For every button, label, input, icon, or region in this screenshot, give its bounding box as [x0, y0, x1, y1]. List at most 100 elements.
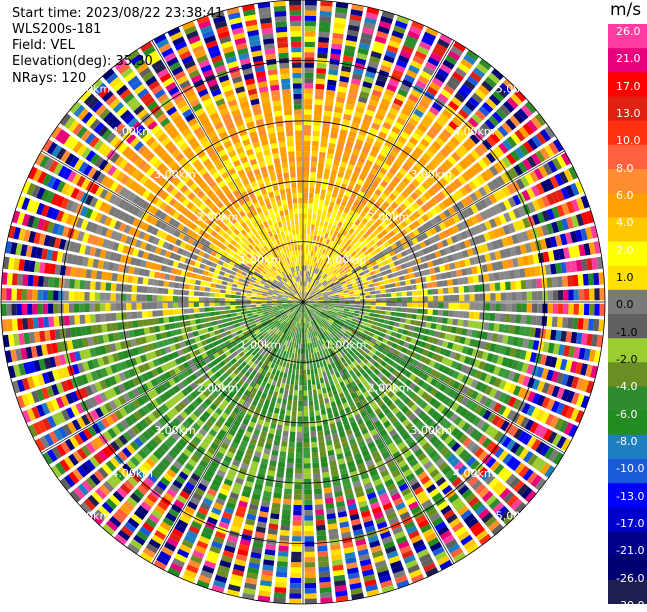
range-gate [451, 327, 457, 334]
range-gate [311, 167, 317, 173]
range-gate [394, 322, 400, 327]
range-gate [376, 294, 382, 297]
range-gate [334, 306, 339, 308]
range-gate [316, 183, 321, 189]
range-gate [291, 547, 301, 552]
range-gate [404, 274, 410, 279]
range-gate [303, 245, 305, 250]
range-gate [288, 395, 293, 401]
range-gate [483, 322, 489, 330]
range-gate [384, 280, 390, 285]
range-gate [304, 505, 312, 510]
range-gate [437, 317, 443, 323]
range-gate [371, 302, 376, 305]
range-gate [402, 297, 407, 301]
range-gate [406, 314, 412, 319]
range-gate [274, 440, 281, 446]
range-gate [232, 317, 238, 321]
range-gate [396, 287, 402, 292]
range-gate [324, 299, 329, 300]
range-gate [304, 474, 311, 479]
range-gate [552, 277, 558, 288]
range-gate [509, 270, 515, 279]
range-gate [381, 294, 387, 298]
range-gate [328, 148, 335, 154]
range-gate [354, 290, 360, 293]
range-gate [304, 130, 311, 135]
range-gate [410, 320, 416, 325]
range-gate [501, 303, 506, 311]
range-gate [271, 508, 280, 514]
range-gate [320, 11, 332, 17]
range-gate [295, 380, 299, 386]
range-gate [308, 390, 312, 396]
range-gate [431, 323, 437, 329]
range-gate [339, 300, 344, 302]
range-gate [328, 375, 333, 381]
range-gate [304, 89, 313, 94]
range-gate [283, 499, 291, 505]
range-gate [443, 288, 449, 294]
range-gate [319, 226, 323, 232]
range-gate [290, 426, 296, 432]
range-gate [304, 468, 311, 473]
range-gate [298, 406, 303, 411]
range-gate [303, 370, 306, 375]
range-gate [312, 457, 319, 463]
range-gate [325, 217, 330, 223]
range-gate [317, 63, 327, 69]
range-gate [568, 304, 574, 315]
range-gate [293, 521, 302, 526]
range-gate [304, 453, 310, 458]
range-gate [321, 367, 325, 373]
range-gate [371, 275, 377, 280]
range-gate [314, 494, 322, 500]
range-gate [431, 275, 437, 281]
range-gate [505, 282, 511, 291]
range-gate [392, 272, 398, 277]
range-gate [304, 214, 308, 219]
range-gate [553, 290, 558, 300]
range-gate [521, 280, 527, 289]
range-gate [399, 323, 405, 328]
range-gate [495, 313, 501, 321]
range-gate [323, 205, 328, 211]
range-gate [303, 271, 304, 276]
range-gate [354, 311, 360, 314]
range-gate [315, 193, 320, 199]
range-gate [308, 385, 312, 391]
range-gate [526, 315, 532, 325]
range-gate [307, 364, 310, 369]
range-gate [464, 311, 470, 318]
range-gate [469, 285, 475, 292]
range-gate [312, 141, 319, 147]
range-gate [412, 303, 417, 308]
range-gate [339, 298, 344, 300]
range-gate [311, 374, 315, 380]
range-gate [320, 237, 324, 243]
range-gate [319, 441, 325, 447]
range-gate [407, 291, 413, 296]
range-gate [417, 290, 423, 295]
range-gate [324, 233, 328, 239]
range-gate [464, 286, 470, 293]
range-gate [316, 84, 325, 90]
range-gate [459, 303, 464, 310]
range-gate [417, 309, 423, 314]
range-gate [563, 290, 568, 301]
range-gate [292, 369, 296, 375]
range-gate [322, 184, 328, 190]
range-gate [314, 483, 322, 489]
range-gate [433, 310, 439, 316]
range-gate [371, 299, 376, 302]
range-gate [350, 305, 355, 307]
range-gate [234, 323, 240, 327]
range-gate [397, 303, 402, 307]
range-gate [323, 482, 331, 488]
range-gate [284, 494, 292, 500]
range-gate [275, 386, 280, 392]
range-gate [438, 288, 444, 294]
range-gate [389, 321, 395, 326]
range-gate [304, 390, 308, 395]
